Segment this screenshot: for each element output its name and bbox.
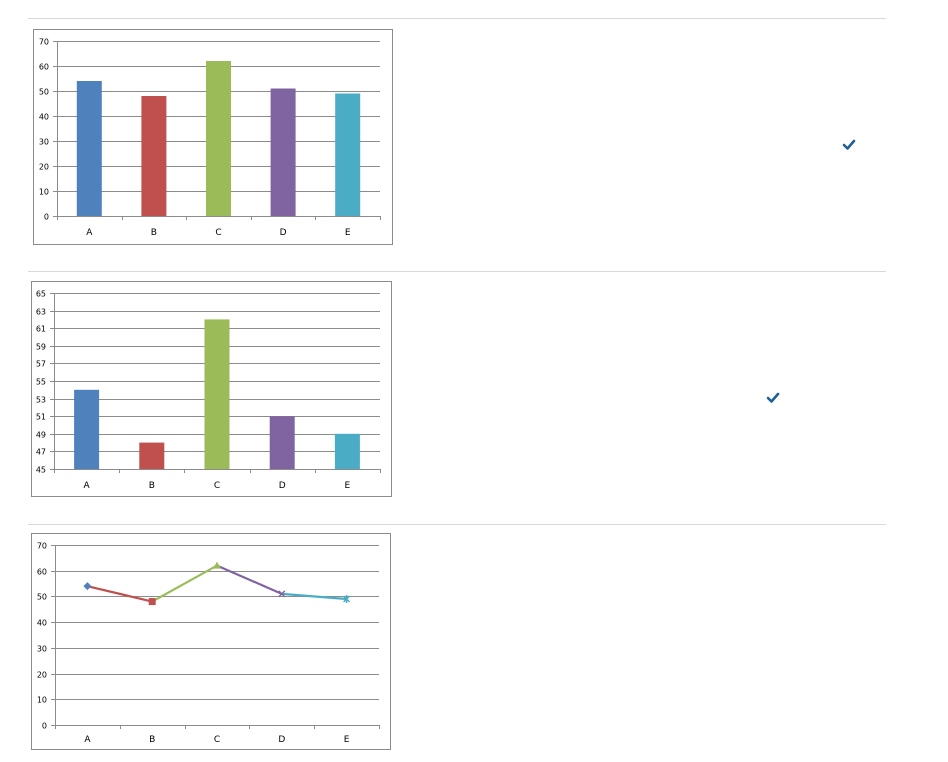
y-tick-label: 10 <box>37 696 47 705</box>
divider-2 <box>28 524 886 525</box>
y-tick-label: 50 <box>39 88 49 97</box>
y-tick-label: 60 <box>39 63 49 72</box>
x-tick-label: B <box>149 735 155 745</box>
bar-A <box>76 81 102 216</box>
checkmark-icon[interactable] <box>842 138 856 150</box>
bar-C <box>204 319 230 469</box>
x-tick-label: B <box>151 228 157 238</box>
chart-svg: 0 10 20 30 40 50 60 70 A B C D E <box>37 542 380 745</box>
y-tick-label: 60 <box>37 568 47 577</box>
bar-E <box>335 93 361 216</box>
x-tick-label: D <box>279 481 286 491</box>
y-tick-label: 0 <box>42 722 47 731</box>
y-tick-label: 20 <box>39 163 49 172</box>
y-tick-label: 10 <box>39 188 49 197</box>
line-segment-C <box>151 564 218 603</box>
line-marker-C <box>213 561 221 569</box>
x-tick-label: E <box>345 481 351 491</box>
bar-D <box>270 88 296 216</box>
bar-B <box>141 96 167 216</box>
y-tick-label: 49 <box>36 431 46 440</box>
chart-svg: 0 10 20 30 40 50 60 70 A B C D E <box>39 38 381 238</box>
bar-A <box>74 389 100 469</box>
x-tick-label: A <box>84 481 91 491</box>
top-divider <box>28 18 886 19</box>
line-marker-E <box>343 595 351 603</box>
y-tick-label: 65 <box>36 290 46 299</box>
y-tick-label: 30 <box>37 645 47 654</box>
x-tick-label: A <box>86 228 93 238</box>
bar-E <box>334 433 360 469</box>
bar-chart-full-axis: 0 10 20 30 40 50 60 70 A B C D E <box>33 29 393 245</box>
line-chart: 0 10 20 30 40 50 60 70 A B C D E <box>31 533 391 750</box>
bar-B <box>139 442 165 469</box>
y-tick-label: 70 <box>39 38 49 47</box>
y-tick-label: 30 <box>39 138 49 147</box>
y-tick-label: 55 <box>36 378 46 387</box>
bar-chart-truncated-axis: 45 47 49 51 53 55 57 59 61 63 65 A B C D E <box>31 281 392 497</box>
y-tick-label: 70 <box>37 542 47 551</box>
y-tick-label: 59 <box>36 343 46 352</box>
y-tick-label: 63 <box>36 308 46 317</box>
y-tick-label: 61 <box>36 325 46 334</box>
line-segment-D <box>216 564 283 595</box>
y-tick-label: 57 <box>36 360 46 369</box>
x-tick-label: D <box>280 228 287 238</box>
x-tick-label: D <box>278 735 285 745</box>
bar-C <box>206 61 231 216</box>
x-tick-label: E <box>345 228 351 238</box>
line-marker-D <box>278 590 286 598</box>
line-marker-B <box>148 598 156 606</box>
x-tick-label: C <box>215 228 221 238</box>
line-segment-B <box>87 585 153 603</box>
y-tick-label: 47 <box>36 448 46 457</box>
y-tick-label: 20 <box>37 671 47 680</box>
line-marker-A <box>83 582 92 591</box>
y-tick-label: 40 <box>37 619 47 628</box>
x-tick-label: C <box>214 735 220 745</box>
x-tick-label: B <box>149 481 155 491</box>
x-tick-label: C <box>214 481 220 491</box>
y-tick-label: 40 <box>39 113 49 122</box>
chart-svg: 45 47 49 51 53 55 57 59 61 63 65 A B C D E <box>36 290 381 491</box>
y-tick-label: 50 <box>37 593 47 602</box>
bar-D <box>269 416 295 469</box>
y-tick-label: 0 <box>44 213 49 222</box>
y-tick-label: 45 <box>36 466 46 475</box>
x-tick-label: A <box>84 735 91 745</box>
checkmark-icon[interactable] <box>766 391 780 403</box>
y-tick-label: 53 <box>36 396 46 405</box>
y-tick-label: 51 <box>36 413 46 422</box>
divider-1 <box>28 271 886 272</box>
line-segment-E <box>281 592 347 601</box>
x-tick-label: E <box>344 735 350 745</box>
